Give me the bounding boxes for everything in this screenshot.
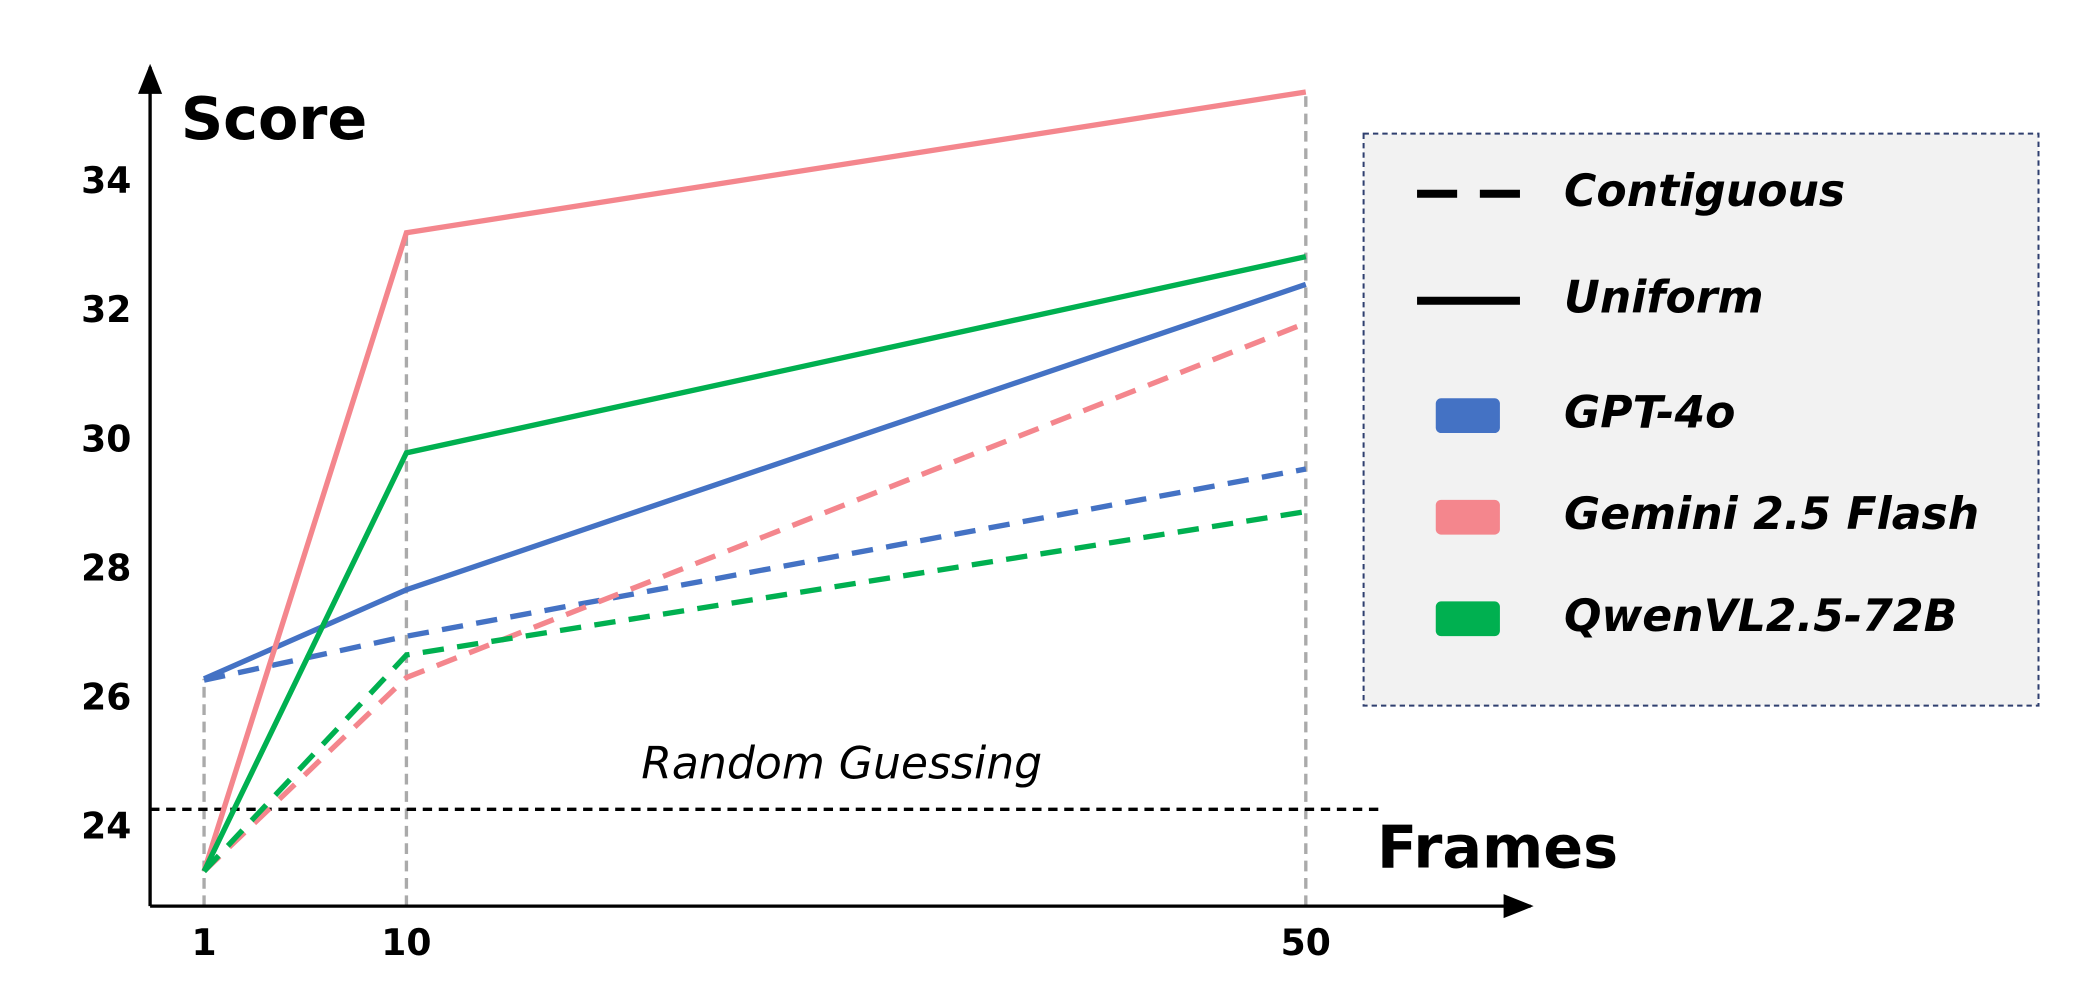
legend-label: GPT-4o — [1564, 388, 1735, 439]
legend-label: Uniform — [1564, 273, 1763, 324]
y-tick-label: 28 — [81, 547, 131, 589]
x-tick-label: 50 — [1281, 922, 1331, 964]
y-tick-label: 34 — [81, 160, 131, 202]
legend-label: Contiguous — [1564, 166, 1845, 217]
y-tick-label: 24 — [81, 806, 131, 848]
legend-swatch — [1435, 601, 1500, 637]
y-axis-title: Score — [181, 84, 367, 153]
uniform-line — [201, 89, 1307, 873]
x-tick-label: 1 — [192, 922, 217, 964]
legend: Contiguous Uniform GPT-4o Gemini 2.5 Flash Q… — [1417, 166, 1979, 642]
y-tick-label: 26 — [81, 677, 131, 719]
x-axis-title: Frames — [1377, 812, 1618, 881]
x-tick-label: 10 — [381, 922, 431, 964]
uniform-line — [202, 281, 1307, 682]
plot-area: Random Guessing — [150, 89, 1384, 907]
contiguous-line — [202, 509, 1307, 874]
legend-swatch — [1435, 398, 1500, 434]
y-tick-label: 30 — [81, 418, 131, 460]
y-tick-label: 32 — [81, 289, 131, 331]
reference-label: Random Guessing — [641, 739, 1042, 790]
legend-swatch — [1435, 499, 1500, 535]
legend-label: QwenVL2.5-72B — [1564, 591, 1957, 642]
contiguous-line — [202, 320, 1307, 874]
uniform-line — [201, 254, 1307, 873]
contiguous-line — [203, 466, 1307, 683]
legend-label: Gemini 2.5 Flash — [1564, 489, 1979, 540]
